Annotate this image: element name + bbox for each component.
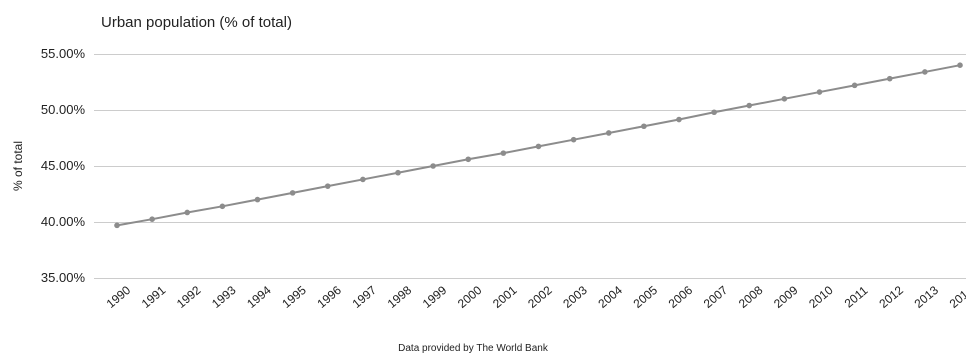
gridlines bbox=[94, 54, 966, 279]
data-point[interactable] bbox=[957, 62, 963, 68]
data-point[interactable] bbox=[922, 69, 928, 75]
data-point[interactable] bbox=[465, 156, 472, 163]
data-point[interactable] bbox=[114, 222, 120, 229]
data-point[interactable] bbox=[746, 102, 753, 109]
x-tick-label: 2008 bbox=[736, 283, 766, 311]
x-tick-label: 2013 bbox=[912, 283, 942, 311]
data-point[interactable] bbox=[886, 75, 893, 82]
x-tick-label: 1991 bbox=[139, 283, 169, 311]
y-axis-ticks: 35.00% 40.00% 45.00% 50.00% 55.00% bbox=[41, 46, 86, 285]
x-tick-label: 1993 bbox=[209, 283, 239, 311]
data-point[interactable] bbox=[676, 116, 682, 123]
x-tick-label: 2010 bbox=[806, 283, 836, 311]
data-point[interactable] bbox=[149, 216, 155, 222]
x-tick-label: 1999 bbox=[420, 283, 450, 311]
x-tick-label: 2011 bbox=[842, 283, 871, 311]
x-tick-label: 1994 bbox=[244, 283, 274, 311]
data-point[interactable] bbox=[219, 203, 226, 210]
data-point[interactable] bbox=[430, 163, 436, 169]
y-tick-label: 40.00% bbox=[41, 214, 86, 229]
x-tick-label: 1996 bbox=[314, 283, 344, 311]
x-tick-label: 2009 bbox=[771, 283, 801, 311]
x-tick-label: 2014 bbox=[947, 283, 966, 311]
data-point[interactable] bbox=[395, 169, 401, 176]
data-points bbox=[114, 62, 963, 229]
x-tick-label: 2004 bbox=[595, 283, 625, 311]
data-point[interactable] bbox=[360, 176, 366, 183]
data-point[interactable] bbox=[535, 143, 542, 150]
chart-title: Urban population (% of total) bbox=[101, 14, 292, 31]
data-point[interactable] bbox=[254, 196, 261, 203]
source-note: Data provided by The World Bank bbox=[398, 343, 549, 354]
data-point[interactable] bbox=[641, 123, 647, 130]
data-point[interactable] bbox=[184, 209, 191, 216]
x-tick-label: 2012 bbox=[876, 283, 906, 311]
x-tick-label: 1990 bbox=[104, 283, 134, 311]
data-point[interactable] bbox=[289, 190, 296, 196]
x-tick-label: 2005 bbox=[631, 283, 661, 311]
data-point[interactable] bbox=[711, 109, 717, 116]
x-tick-label: 2001 bbox=[490, 283, 520, 311]
data-point[interactable] bbox=[605, 130, 612, 136]
y-tick-label: 55.00% bbox=[41, 46, 86, 61]
data-point[interactable] bbox=[500, 150, 507, 156]
y-tick-label: 45.00% bbox=[41, 158, 86, 173]
x-tick-label: 2000 bbox=[455, 283, 485, 311]
x-axis-ticks: 1990 1991 1992 1993 1994 1995 1996 1997 1998 1999… bbox=[104, 283, 966, 311]
data-point[interactable] bbox=[851, 82, 858, 89]
y-tick-label: 50.00% bbox=[41, 102, 86, 117]
y-tick-label: 35.00% bbox=[41, 270, 86, 285]
x-tick-label: 2003 bbox=[560, 283, 590, 311]
x-tick-label: 2002 bbox=[525, 283, 555, 311]
data-point[interactable] bbox=[570, 136, 577, 143]
y-axis-label: % of total bbox=[11, 141, 25, 191]
data-point[interactable] bbox=[816, 89, 823, 95]
data-point[interactable] bbox=[324, 183, 331, 189]
x-tick-label: 1995 bbox=[279, 283, 309, 311]
x-tick-label: 1992 bbox=[174, 283, 204, 311]
x-tick-label: 2007 bbox=[701, 283, 731, 311]
data-point[interactable] bbox=[781, 96, 788, 102]
x-tick-label: 2006 bbox=[666, 283, 696, 311]
x-tick-label: 1998 bbox=[385, 283, 415, 311]
x-tick-label: 1997 bbox=[350, 283, 380, 311]
